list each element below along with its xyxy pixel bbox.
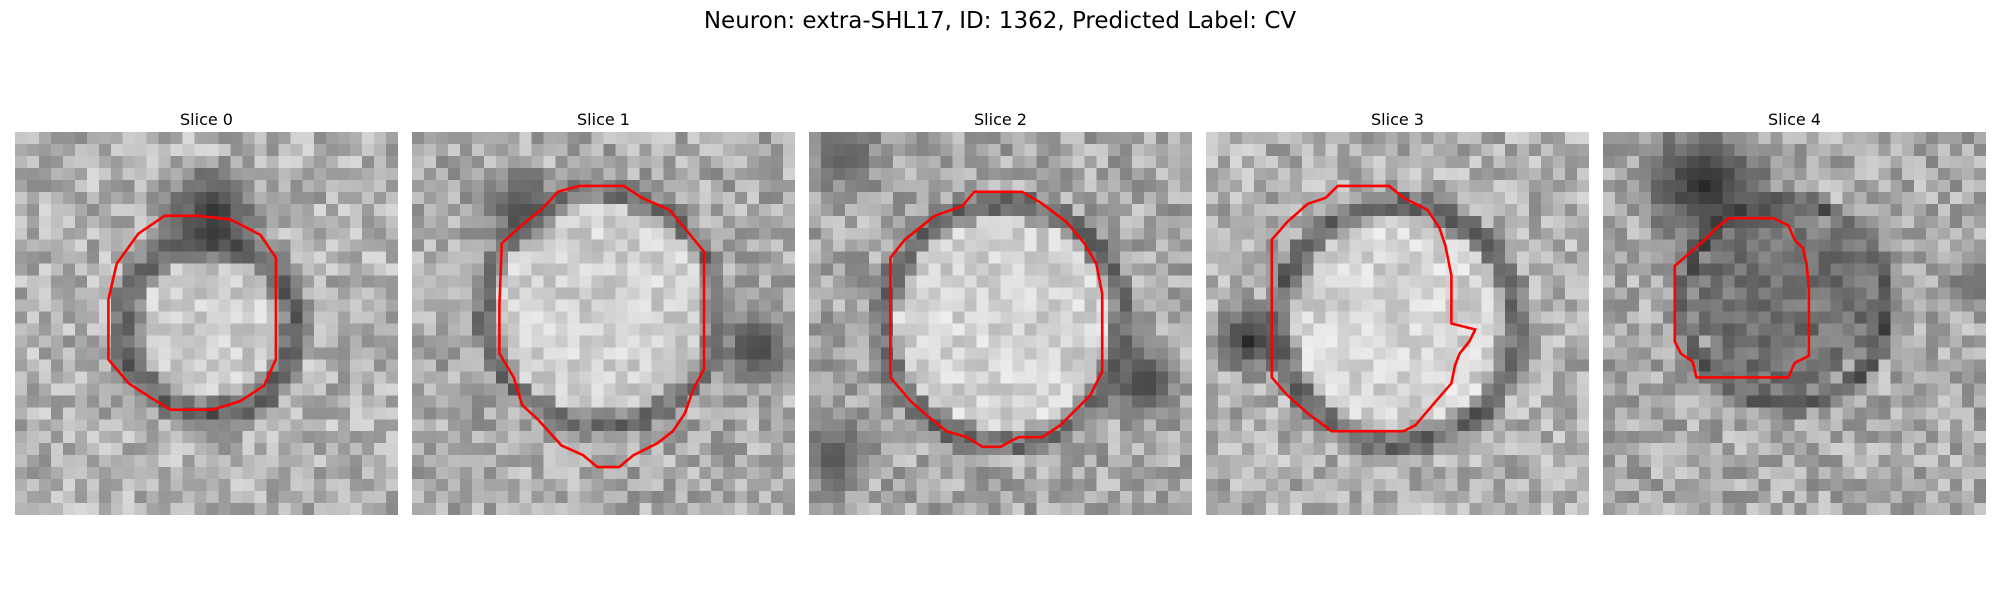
pixel-grid	[412, 132, 795, 515]
pixel-grid	[1206, 132, 1589, 515]
segmentation-contour	[1270, 184, 1477, 433]
pixel-grid	[809, 132, 1192, 515]
slice-title: Slice 1	[577, 110, 630, 129]
pixel-grid	[15, 132, 398, 515]
slice-title: Slice 2	[974, 110, 1027, 129]
slice-image	[1603, 132, 1986, 515]
slice-panel-3: Slice 3	[1206, 108, 1589, 515]
slice-title: Slice 3	[1371, 110, 1424, 129]
segmentation-contour	[1673, 216, 1811, 379]
segmentation-contour	[498, 184, 706, 469]
slice-panel-2: Slice 2	[809, 108, 1192, 515]
slice-image	[15, 132, 398, 515]
slice-panel-1: Slice 1	[412, 108, 795, 515]
slice-title: Slice 4	[1768, 110, 1821, 129]
slice-panel-4: Slice 4	[1603, 108, 1986, 515]
segmentation-contour	[107, 214, 278, 412]
figure-title: Neuron: extra-SHL17, ID: 1362, Predicted…	[703, 8, 1297, 34]
slice-image	[1206, 132, 1589, 515]
segmentation-contour	[889, 190, 1104, 449]
slice-image	[809, 132, 1192, 515]
pixel-grid	[1603, 132, 1986, 515]
slice-image	[412, 132, 795, 515]
slice-title: Slice 0	[180, 110, 233, 129]
slice-panel-0: Slice 0	[15, 108, 398, 515]
